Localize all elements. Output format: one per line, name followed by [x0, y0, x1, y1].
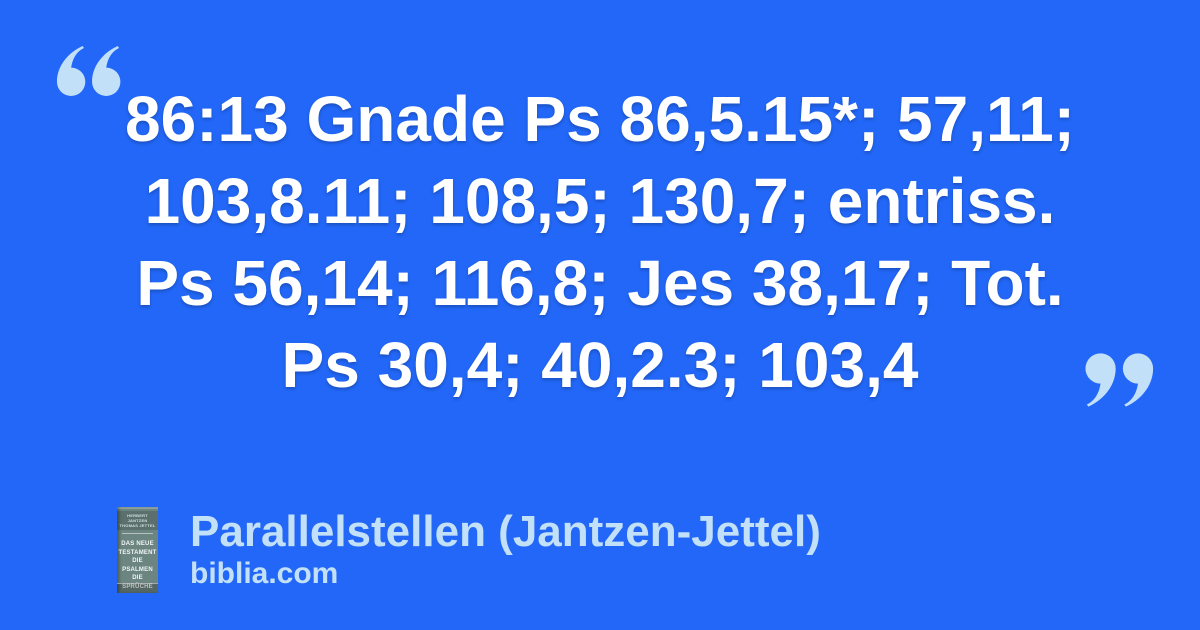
source-title: Parallelstellen (Jantzen-Jettel) [190, 507, 821, 556]
book-cover-divider [122, 533, 153, 534]
book-cover-thumbnail: HERBERT JANTZEN THOMAS JETTEL DAS NEUE T… [117, 507, 158, 593]
book-cover-author-line: THOMAS JETTEL [119, 523, 156, 528]
open-double-quote-icon [56, 46, 121, 96]
book-cover-bottom-band [117, 583, 158, 593]
book-cover-title: DAS NEUE TESTAMENT DIE PSALMEN DIE SPRÜC… [117, 540, 158, 591]
book-cover-title-line: DIE PSALMEN [122, 558, 153, 573]
book-cover-author-line: HERBERT JANTZEN [127, 513, 148, 523]
book-cover-title-line: DIE SPRÜCHE [122, 575, 153, 590]
close-double-quote-icon [1085, 353, 1154, 407]
quote-line: Ps 56,14; 116,8; Jes 38,17; Tot. [136, 247, 1064, 319]
website-label: biblia.com [190, 557, 339, 590]
quote-text-block: 86:13 Gnade Ps 86,5.15*; 57,11; 103,8.11… [0, 78, 1200, 406]
quote-line: 86:13 Gnade Ps 86,5.15*; 57,11; [125, 83, 1075, 155]
book-cover-authors: HERBERT JANTZEN THOMAS JETTEL [117, 511, 158, 530]
attribution-meta: Parallelstellen (Jantzen-Jettel) biblia.… [190, 508, 821, 592]
quote-line: Ps 30,4; 40,2.3; 103,4 [281, 329, 919, 401]
attribution: HERBERT JANTZEN THOMAS JETTEL DAS NEUE T… [117, 506, 821, 593]
quote-line: 103,8.11; 108,5; 130,7; entriss. [144, 165, 1056, 237]
book-cover-title-line: DAS NEUE [121, 541, 154, 547]
book-cover-title-line: TESTAMENT [118, 549, 157, 556]
